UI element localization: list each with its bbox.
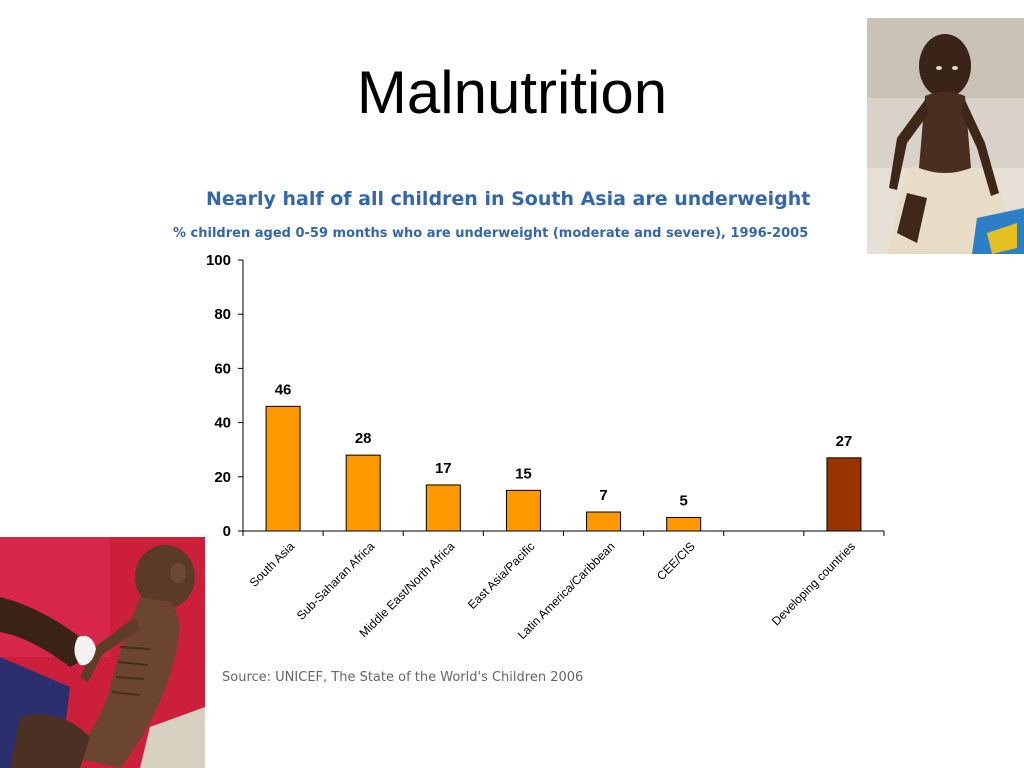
child-photo-bottom [0,537,205,768]
data-label: 17 [435,460,452,477]
data-label: 27 [836,433,853,450]
y-tick-label: 20 [214,469,231,486]
bar [425,484,461,532]
data-label: 7 [599,487,607,504]
y-tick-label: 0 [223,523,231,540]
category-label: East Asia/Pacific [465,539,538,612]
data-label: 15 [515,465,532,482]
chart-title: Nearly half of all children in South Asi… [206,188,811,210]
y-tick-label: 100 [206,252,231,269]
category-label: CEE/CIS [654,539,698,583]
child-photo-top [867,18,1024,254]
slide-title: Malnutrition [356,59,668,126]
y-tick-label: 80 [214,306,231,323]
y-tick-label: 60 [214,360,231,377]
y-tick-label: 40 [214,415,231,432]
category-label: Developing countries [769,539,858,628]
bar [265,405,301,532]
category-label: Sub-Saharan Africa [294,539,378,623]
bar [345,454,381,532]
bar [826,457,862,532]
chart-source: Source: UNICEF, The State of the World's… [222,670,584,685]
data-label: 46 [275,381,292,398]
chart-subtitle: % children aged 0-59 months who are unde… [173,226,809,241]
category-label: South Asia [247,539,298,590]
bar [666,516,702,532]
bar [505,489,541,532]
data-label: 28 [355,430,372,447]
bar [586,511,622,532]
data-label: 5 [680,492,688,509]
